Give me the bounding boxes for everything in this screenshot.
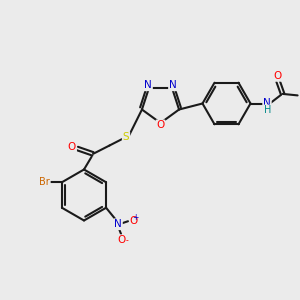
Text: S: S [123, 132, 129, 142]
Text: Br: Br [39, 177, 50, 187]
Text: O: O [130, 216, 138, 226]
Text: O: O [68, 142, 76, 152]
Text: -: - [126, 236, 128, 245]
Text: O: O [117, 235, 125, 245]
Text: N: N [169, 80, 177, 90]
Text: N: N [114, 219, 122, 229]
Text: H: H [264, 105, 271, 115]
Text: N: N [144, 80, 152, 90]
Text: O: O [156, 120, 165, 130]
Text: O: O [273, 71, 282, 81]
Text: +: + [132, 213, 139, 222]
Text: N: N [263, 98, 271, 108]
